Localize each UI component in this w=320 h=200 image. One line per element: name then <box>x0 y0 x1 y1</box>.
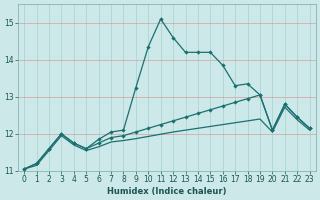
X-axis label: Humidex (Indice chaleur): Humidex (Indice chaleur) <box>107 187 227 196</box>
